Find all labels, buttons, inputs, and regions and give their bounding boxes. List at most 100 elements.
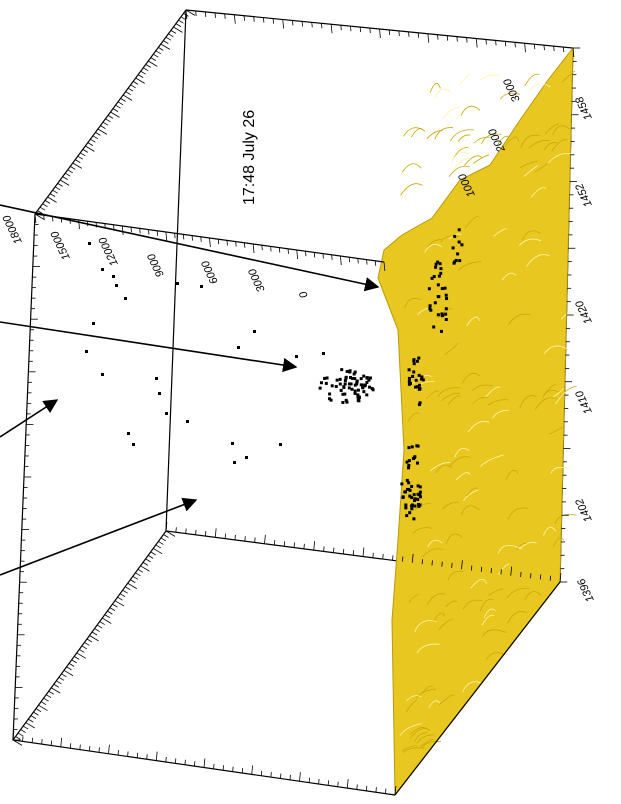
data-point (176, 282, 179, 285)
right-tick-label: 1402 (573, 497, 594, 524)
tick-mark (112, 603, 118, 608)
tick-mark (382, 554, 384, 560)
tick-mark (182, 234, 185, 240)
tick-mark (51, 687, 61, 694)
data-point (410, 445, 414, 449)
tick-mark (514, 42, 516, 48)
surface-stroke (427, 239, 442, 248)
tick-mark (35, 708, 42, 712)
surface-stroke (488, 399, 509, 406)
tick-mark (153, 53, 159, 58)
tick-mark (90, 138, 96, 143)
tick-mark (42, 203, 48, 208)
tick-mark (475, 38, 478, 48)
tick-mark (417, 32, 420, 38)
data-point (353, 391, 357, 395)
surface-shape (377, 46, 574, 797)
tick-mark (337, 781, 339, 787)
surface-stroke (445, 600, 458, 608)
tick-mark (143, 67, 149, 72)
tick-mark (122, 589, 128, 594)
data-point (407, 466, 411, 470)
data-point (403, 490, 407, 494)
tick-mark (303, 543, 305, 549)
tick-mark (203, 758, 206, 768)
tick-mark (89, 745, 91, 752)
data-point (233, 461, 236, 464)
data-point (436, 260, 440, 264)
tick-mark (75, 159, 81, 163)
depth-axis-labels: 18000 15000 12000 9000 6000 3000 0 (1, 212, 311, 300)
surface-stroke (496, 135, 509, 146)
data-point (359, 377, 363, 381)
tick-mark (330, 24, 333, 34)
data-point (237, 346, 240, 349)
surface-stroke (472, 397, 488, 405)
data-point (418, 493, 422, 497)
tick-mark (63, 669, 74, 677)
tick-mark (121, 225, 124, 236)
tick-mark (185, 9, 196, 16)
data-point (451, 246, 455, 250)
tick-mark (173, 26, 183, 33)
tick-mark (174, 233, 176, 239)
data-point (433, 301, 437, 305)
tick-mark (77, 155, 83, 160)
tick-mark (185, 528, 187, 534)
data-point (338, 377, 342, 381)
surface-stroke (507, 610, 527, 624)
tick-mark (50, 740, 53, 746)
surface-stroke (450, 152, 470, 163)
tick-mark (357, 258, 359, 264)
data-point (416, 484, 420, 488)
surface-stroke (399, 723, 422, 736)
data-point (344, 376, 348, 380)
surface-stroke (413, 502, 431, 511)
tick-mark (94, 628, 100, 632)
depth-tick-label: 9000 (145, 251, 167, 279)
tick-mark (327, 780, 330, 786)
tick-mark (318, 778, 320, 785)
surface-stroke (453, 158, 472, 170)
surface-stroke (441, 392, 461, 402)
data-point (457, 228, 461, 232)
tick-mark (195, 529, 197, 535)
data-point (439, 329, 443, 333)
data-point (324, 381, 328, 385)
tick-mark (130, 84, 136, 89)
surface-stroke (464, 155, 483, 166)
data-point (407, 368, 411, 372)
arrow-to-lower-point (0, 497, 198, 576)
surface-stroke (409, 727, 427, 740)
tick-mark (22, 725, 29, 730)
tick-mark (160, 537, 167, 542)
data-point (412, 456, 416, 460)
tick-mark (292, 20, 294, 26)
data-point (414, 385, 418, 389)
surface-stroke (428, 700, 440, 709)
data-point (279, 443, 282, 446)
data-point (439, 267, 443, 271)
tick-mark (136, 752, 139, 758)
tick-mark (461, 560, 463, 570)
surface-stroke (485, 652, 506, 661)
tick-mark (350, 26, 352, 32)
surface-stroke (432, 612, 445, 623)
surface-stroke (555, 392, 567, 405)
surface-stroke (473, 136, 492, 144)
tick-mark (107, 610, 113, 615)
data-point (444, 293, 448, 297)
tick-mark (155, 50, 162, 55)
data-point (405, 514, 409, 518)
data-point (454, 258, 458, 262)
data-point (427, 287, 431, 291)
scatter-points (85, 228, 464, 521)
data-point (445, 297, 449, 301)
data-point (438, 262, 442, 266)
tick-mark (244, 242, 246, 248)
tick-mark (504, 41, 507, 47)
tick-mark (72, 162, 82, 169)
surface-stroke (472, 384, 493, 392)
surface-stroke (454, 447, 470, 458)
tick-mark (165, 756, 167, 763)
